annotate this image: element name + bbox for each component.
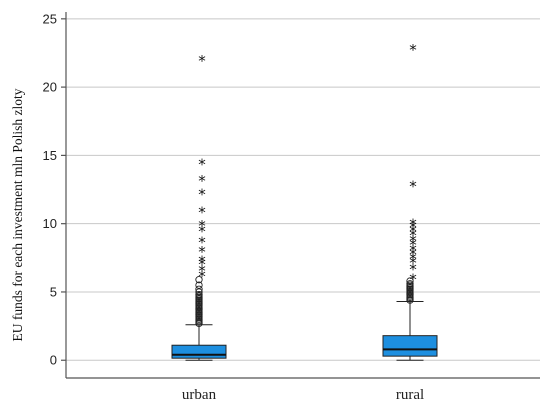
extreme-outlier-point: *: [198, 268, 206, 286]
outlier-point: [195, 281, 203, 289]
category-label-urban: urban: [182, 387, 217, 403]
extreme-outlier-point: *: [409, 232, 417, 250]
extreme-outlier-point: *: [409, 250, 417, 268]
extreme-outlier-point: *: [198, 255, 206, 273]
extreme-outlier-point: *: [198, 52, 206, 70]
extreme-outlier-point: *: [198, 172, 206, 190]
y-tick-label: 25: [43, 11, 57, 26]
extreme-outlier-point: *: [409, 41, 417, 59]
y-tick-label: 0: [50, 353, 57, 368]
extreme-outlier-point: *: [409, 218, 417, 236]
extreme-outlier-point: *: [409, 270, 417, 288]
extreme-outlier-point: *: [198, 233, 206, 251]
box-iqr: [171, 344, 227, 359]
y-tick-labels: 0 5 10 15 20 25: [43, 11, 57, 367]
outlier-point: [406, 280, 414, 288]
extreme-outlier-point: *: [409, 254, 417, 272]
extreme-outlier-point: *: [409, 223, 417, 241]
extreme-outlier-point: *: [409, 246, 417, 264]
extreme-outlier-point: *: [409, 261, 417, 279]
y-tick-label: 15: [43, 148, 57, 163]
outlier-point: [406, 277, 414, 285]
outlier-point: [195, 285, 203, 293]
boxes: [171, 301, 438, 361]
extreme-outlier-point: *: [198, 156, 206, 174]
category-labels: urban rural: [182, 387, 424, 403]
y-tick-label: 5: [50, 284, 57, 299]
extreme-outlier-point: *: [409, 177, 417, 195]
extreme-outlier-point: *: [198, 262, 206, 280]
extreme-outlier-point: *: [198, 217, 206, 235]
extreme-outlier-point: *: [409, 216, 417, 234]
outliers: ***************************: [195, 41, 417, 328]
y-axis-title: EU funds for each investment mln Polish …: [10, 88, 25, 341]
extreme-outlier-point: *: [198, 186, 206, 204]
extreme-outlier-point: *: [198, 243, 206, 261]
gridlines: [66, 18, 540, 361]
outlier-point: [195, 276, 203, 284]
extreme-outlier-point: *: [198, 223, 206, 241]
extreme-outlier-point: *: [198, 253, 206, 271]
box-group-urban: [171, 324, 227, 361]
extreme-outlier-point: *: [198, 203, 206, 221]
extreme-outlier-point: *: [409, 242, 417, 260]
outlier-point: [195, 291, 203, 299]
box-group-rural: [382, 301, 438, 361]
y-tick-label: 10: [43, 216, 57, 231]
box-iqr: [382, 335, 438, 357]
category-label-rural: rural: [396, 387, 424, 403]
y-tick-label: 20: [43, 80, 57, 95]
extreme-outlier-point: *: [409, 227, 417, 245]
extreme-outlier-point: *: [409, 236, 417, 254]
axes: [61, 12, 540, 379]
